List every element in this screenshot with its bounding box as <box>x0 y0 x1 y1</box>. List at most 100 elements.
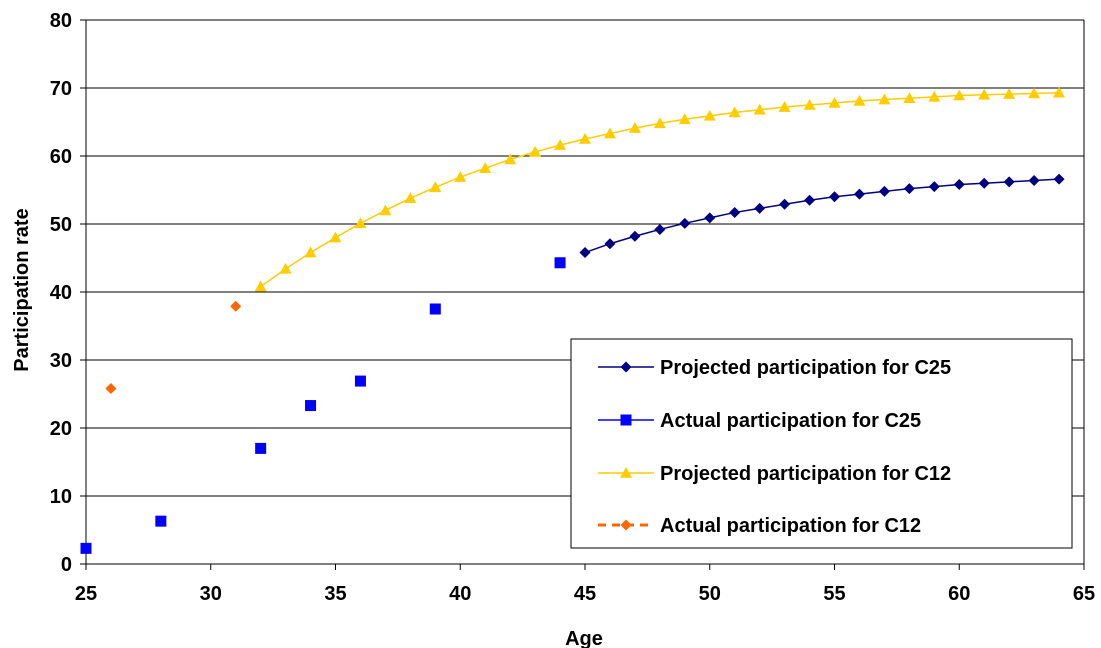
y-tick-label: 30 <box>50 350 72 372</box>
data-point <box>704 212 716 224</box>
data-point <box>928 181 940 193</box>
data-point <box>279 262 292 274</box>
y-tick-label: 10 <box>50 486 72 508</box>
data-point <box>779 198 791 210</box>
data-point <box>304 246 317 258</box>
data-point <box>255 442 267 454</box>
data-point <box>354 375 366 387</box>
data-point <box>728 106 741 118</box>
data-point <box>803 99 816 110</box>
legend-item: Projected participation for C25 <box>598 357 951 379</box>
data-point <box>903 183 915 195</box>
data-point <box>729 206 741 218</box>
legend-label: Projected participation for C25 <box>660 357 951 379</box>
data-point <box>105 383 117 395</box>
series-layer <box>80 86 1066 554</box>
data-point <box>404 192 417 203</box>
legend-label: Actual participation for C25 <box>660 410 921 432</box>
data-point <box>1053 173 1065 185</box>
data-point <box>878 93 891 105</box>
data-point <box>679 217 691 229</box>
x-tick-label: 55 <box>823 583 845 605</box>
legend-item: Projected participation for C12 <box>598 463 951 485</box>
data-point <box>579 133 591 144</box>
data-point <box>1028 174 1040 186</box>
series-line <box>584 178 1060 254</box>
data-point <box>953 179 965 191</box>
y-tick-label: 0 <box>61 554 72 576</box>
legend-marker <box>620 414 632 426</box>
data-point <box>429 181 442 193</box>
data-point <box>653 117 666 129</box>
data-point <box>579 247 591 259</box>
y-tick-label: 20 <box>50 418 72 440</box>
data-point <box>529 145 542 157</box>
data-point <box>1053 86 1066 98</box>
x-axis-title: Age <box>565 628 603 648</box>
y-tick-label: 80 <box>50 10 72 32</box>
legend-marker <box>620 467 632 478</box>
data-point <box>903 92 916 103</box>
legend-label: Actual participation for C12 <box>660 515 921 537</box>
data-point <box>554 257 566 269</box>
data-point <box>678 113 691 125</box>
data-point <box>254 280 267 292</box>
data-point <box>80 542 92 554</box>
y-axis-title: Participation rate <box>11 208 33 371</box>
data-point <box>305 400 317 412</box>
data-point <box>629 230 641 242</box>
legend-marker <box>620 361 632 373</box>
y-tick-label: 70 <box>50 78 72 100</box>
data-point <box>604 238 616 250</box>
data-point <box>329 231 342 243</box>
data-point <box>978 177 990 189</box>
data-point <box>654 223 666 235</box>
data-point <box>454 171 467 182</box>
data-point <box>429 303 441 315</box>
data-point <box>1003 88 1016 99</box>
data-point <box>754 202 766 214</box>
data-point <box>703 109 716 121</box>
x-tick-label: 40 <box>449 583 471 605</box>
data-point <box>354 217 367 229</box>
legend: Projected participation for C25 Actual pa… <box>570 338 1073 549</box>
data-point <box>829 191 840 203</box>
data-point <box>603 127 616 139</box>
y-tick-label: 50 <box>50 214 72 236</box>
data-point <box>379 204 392 216</box>
y-tick-label: 40 <box>50 282 72 304</box>
legend-marker <box>620 519 632 531</box>
data-point <box>978 88 991 100</box>
data-point <box>828 96 841 108</box>
data-point <box>1028 87 1041 99</box>
data-point <box>504 153 517 165</box>
axes <box>80 19 1085 570</box>
data-point <box>628 122 641 133</box>
y-tick-label: 60 <box>50 146 72 168</box>
x-tick-label: 60 <box>948 583 970 605</box>
data-point <box>853 94 866 106</box>
x-tick-labels: 25 30 35 40 45 50 55 60 65 <box>75 583 1095 605</box>
series-3 <box>254 86 1066 292</box>
data-point <box>878 185 890 197</box>
data-point <box>804 194 816 206</box>
x-tick-label: 45 <box>574 583 596 605</box>
legend-label: Projected participation for C12 <box>660 463 951 485</box>
data-point <box>1003 176 1015 188</box>
data-point <box>928 90 941 102</box>
legend-box <box>570 338 1073 549</box>
data-point <box>554 139 567 150</box>
x-tick-label: 35 <box>324 583 346 605</box>
y-tick-labels: 0 10 20 30 40 50 60 70 80 <box>50 10 72 576</box>
gridlines <box>86 19 1084 565</box>
data-point <box>953 89 966 101</box>
data-point <box>230 300 242 312</box>
legend-item: Actual participation for C12 <box>598 515 921 537</box>
data-point <box>778 101 791 112</box>
series-1 <box>579 173 1065 259</box>
series-4 <box>105 300 242 395</box>
x-tick-label: 65 <box>1073 583 1095 605</box>
series-2 <box>80 257 566 554</box>
x-tick-label: 50 <box>699 583 721 605</box>
